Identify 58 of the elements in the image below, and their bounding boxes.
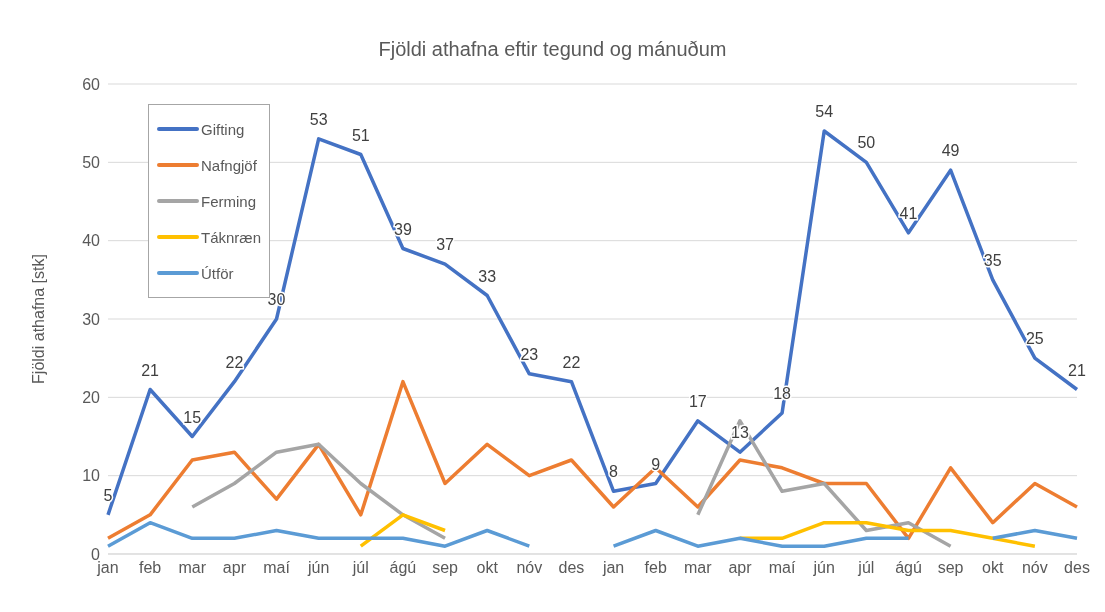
data-label: 22: [562, 353, 581, 371]
legend-label: Gifting: [201, 120, 245, 138]
x-tick-label: mar: [684, 559, 713, 577]
data-label: 17: [688, 392, 707, 410]
x-tick-label: maí: [263, 559, 291, 577]
legend-label: Táknræn: [201, 228, 262, 246]
x-tick-label: apr: [222, 559, 247, 577]
x-tick-label: jún: [306, 559, 330, 577]
y-tick-label: 30: [82, 310, 101, 328]
x-tick-label: maí: [768, 559, 796, 577]
x-tick-label: sep: [937, 559, 964, 577]
x-tick-label: nóv: [1021, 559, 1048, 577]
data-label: 39: [394, 220, 412, 238]
y-tick-label: 20: [82, 389, 101, 407]
x-tick-label: ágú: [895, 559, 922, 577]
y-tick-label: 50: [82, 154, 101, 172]
legend-label: Útför: [201, 264, 234, 282]
data-label: 33: [478, 267, 497, 285]
chart-title: Fjöldi athafna eftir tegund og mánuðum: [377, 38, 728, 61]
data-label: 21: [141, 361, 160, 379]
data-label: 8: [609, 463, 619, 481]
data-label: 54: [815, 103, 834, 120]
y-tick-label: 10: [82, 467, 101, 485]
data-label: 21: [1068, 361, 1086, 379]
x-tick-label: okt: [982, 559, 1004, 577]
x-tick-label: mar: [178, 559, 207, 577]
data-label: 25: [1025, 330, 1044, 348]
x-tick-label: feb: [139, 559, 162, 577]
x-tick-label: jún: [812, 559, 835, 577]
x-tick-label: júl: [351, 559, 369, 577]
data-label: 13: [731, 424, 749, 442]
data-label: 41: [899, 204, 918, 222]
x-tick-label: nóv: [516, 559, 543, 577]
y-tick-label: 60: [82, 75, 101, 93]
data-label: 23: [520, 345, 539, 363]
x-tick-label: okt: [476, 559, 499, 577]
x-tick-label: júl: [857, 559, 875, 577]
y-tick-label: 40: [82, 232, 101, 250]
x-tick-label: jan: [96, 559, 119, 577]
data-label: 51: [351, 126, 370, 144]
x-tick-label: feb: [644, 559, 667, 577]
x-tick-label: apr: [728, 559, 753, 577]
legend-label: Ferming: [201, 192, 257, 210]
data-label: 15: [183, 408, 202, 426]
x-tick-label: des: [1064, 559, 1090, 577]
legend-label: Nafngjöf: [201, 156, 257, 174]
y-axis-title: Fjöldi athafna [stk]: [29, 254, 47, 384]
data-label: 50: [857, 134, 876, 152]
data-label: 49: [941, 142, 960, 160]
x-tick-label: ágú: [389, 559, 417, 577]
data-label: 5: [103, 486, 113, 504]
line-series: [106, 379, 1079, 541]
x-tick-label: des: [558, 559, 585, 577]
data-label: 37: [436, 236, 455, 254]
x-tick-label: sep: [432, 559, 459, 577]
data-label: 22: [225, 353, 244, 371]
data-label: 53: [309, 110, 328, 128]
x-tick-label: jan: [601, 559, 625, 577]
